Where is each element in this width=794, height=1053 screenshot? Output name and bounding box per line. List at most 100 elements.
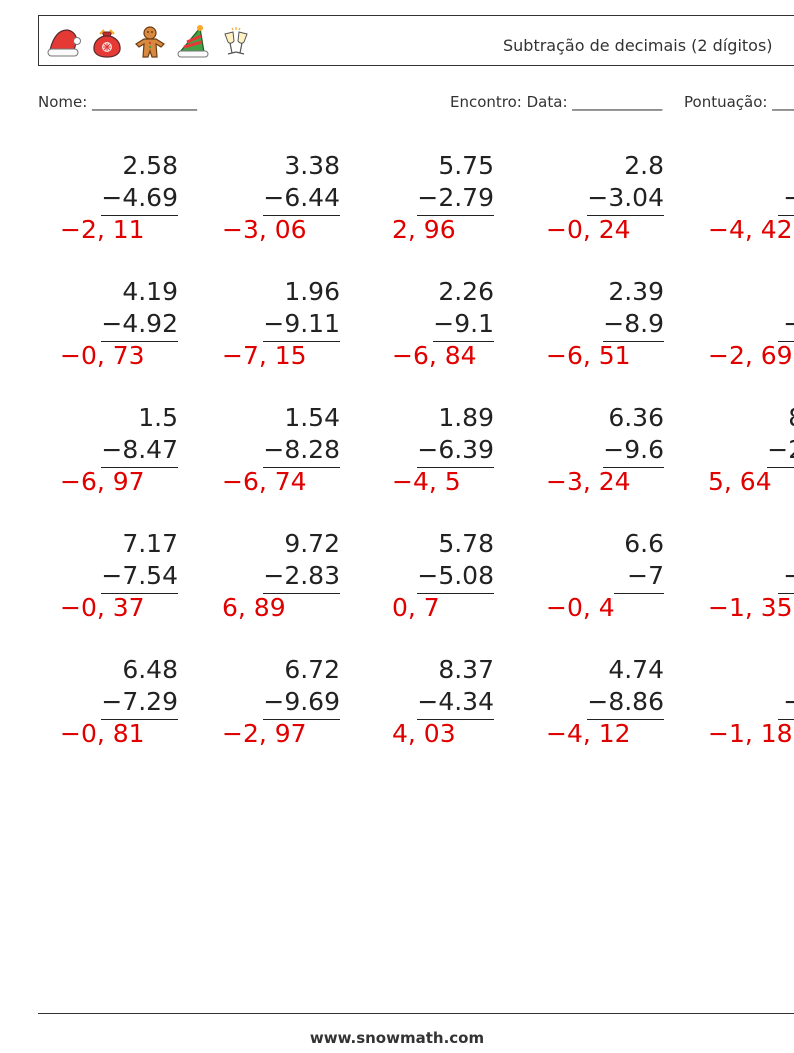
subtrahend: −8.28: [263, 435, 340, 464]
champagne-glasses-icon: [224, 27, 248, 55]
problem-cell: 2.58 −4.69 −2, 11: [28, 151, 178, 271]
minuend: 6.36: [608, 403, 664, 432]
problem-cell: 3.38 −6.44 −3, 06: [190, 151, 340, 271]
minuend: 6.48: [122, 655, 178, 684]
answer: −7, 15: [222, 341, 307, 370]
problem-cell: 7.17 −7.54 −0, 37: [28, 529, 178, 649]
problem-cell: 6.72 −9.69 −2, 97: [190, 655, 340, 775]
answer-line: [417, 719, 494, 720]
answer: 4, 03: [392, 719, 456, 748]
answer: −6, 97: [60, 467, 145, 496]
subtrahend: −8.47: [101, 435, 178, 464]
problem-cell: 8.−9.−1, 18: [678, 655, 794, 775]
date-field-label: Encontro: Data: ____________: [450, 93, 663, 111]
minuend: 8.37: [438, 655, 494, 684]
subtrahend: −7.54: [101, 561, 178, 590]
gingerbread-man-icon: [135, 26, 165, 58]
answer-line: [587, 719, 664, 720]
subtrahend: −4.69: [101, 183, 178, 212]
answer: −0, 73: [60, 341, 145, 370]
problem-cell: 6.36 −9.6 −3, 24: [514, 403, 664, 523]
minuend: 1.5: [138, 403, 178, 432]
problem-cell: 5.75 −2.79 2, 96: [344, 151, 494, 271]
footer-site: www.snowmath.com: [309, 1029, 485, 1047]
header-box: Subtração de decimais (2 dígitos): [38, 15, 794, 66]
answer-line: [263, 719, 340, 720]
subtrahend: −6.: [783, 183, 794, 212]
minuend: 1.89: [438, 403, 494, 432]
answer: −4, 12: [546, 719, 631, 748]
answer-line: [603, 341, 664, 342]
subtrahend: −6.44: [263, 183, 340, 212]
answer: −2, 11: [60, 215, 145, 244]
answer: −2, 69: [708, 341, 793, 370]
minuend: 9.72: [284, 529, 340, 558]
minuend: 8.5: [788, 403, 794, 433]
answer-line: [778, 215, 794, 216]
answer-line: [417, 467, 494, 468]
minuend: 3.38: [284, 151, 340, 180]
minuend: 2.26: [438, 277, 494, 306]
answer: −0, 81: [60, 719, 145, 748]
problem-cell: 6.48 −7.29 −0, 81: [28, 655, 178, 775]
problem-cell: 1.89 −6.39 −4, 5: [344, 403, 494, 523]
problem-cell: 4.74 −8.86 −4, 12: [514, 655, 664, 775]
subtrahend: −9.: [783, 687, 794, 716]
minuend: 1.96: [284, 277, 340, 306]
answer-line: [101, 215, 178, 216]
problem-cell: 6.6 −7 −0, 4: [514, 529, 664, 649]
answer-line: [101, 341, 178, 342]
subtrahend: −4.34: [417, 687, 494, 716]
answer-line: [778, 719, 794, 720]
worksheet-title: Subtração de decimais (2 dígitos): [503, 36, 773, 55]
problem-cell: 1.96 −9.11 −7, 15: [190, 277, 340, 397]
subtrahend: −4.92: [101, 309, 178, 338]
score-field-label: Pontuação: ___: [684, 93, 794, 111]
answer-line: [417, 215, 494, 216]
answer-line: [778, 593, 794, 594]
santa-hat-icon: [47, 29, 81, 57]
problem-cell: 2.−6.−4, 42: [678, 151, 794, 271]
minuend: 4.74: [608, 655, 664, 684]
answer: −3, 06: [222, 215, 307, 244]
answer-line: [417, 593, 494, 594]
footer-divider: [38, 1013, 794, 1014]
answer-line: [101, 593, 178, 594]
problem-cell: 1.54 −8.28 −6, 74: [190, 403, 340, 523]
answer: −1, 35: [708, 593, 793, 622]
answer-line: [433, 341, 494, 342]
answer-line: [603, 467, 664, 468]
gift-sack-icon: [93, 29, 121, 58]
answer-line: [614, 593, 664, 594]
problem-cell: 3.−5.−1, 35: [678, 529, 794, 649]
problem-cell: 2.8 −3.04 −0, 24: [514, 151, 664, 271]
subtrahend: −2.79: [417, 183, 494, 212]
problem-cell: 4.19 −4.92 −0, 73: [28, 277, 178, 397]
minuend: 5.78: [438, 529, 494, 558]
answer: −4, 42: [708, 215, 793, 244]
answer-line: [263, 341, 340, 342]
answer: −1, 18: [708, 719, 793, 748]
answer: 2, 96: [392, 215, 456, 244]
minuend: 1.54: [284, 403, 340, 432]
answer-line: [767, 467, 794, 468]
minuend: 2.8: [624, 151, 664, 180]
problem-cell: 9.72 −2.83 6, 89: [190, 529, 340, 649]
subtrahend: −8.86: [587, 687, 664, 716]
answer: −3, 24: [546, 467, 631, 496]
minuend: 6.72: [284, 655, 340, 684]
subtrahend: −9.1: [433, 309, 494, 338]
answer: −0, 4: [546, 593, 615, 622]
subtrahend: −8.9: [603, 309, 664, 338]
answer-line: [778, 341, 794, 342]
answer: −4, 5: [392, 467, 461, 496]
minuend: 2.39: [608, 277, 664, 306]
answer: −6, 84: [392, 341, 477, 370]
subtrahend: −7: [627, 561, 664, 590]
answer: −0, 24: [546, 215, 631, 244]
minuend: 5.75: [438, 151, 494, 180]
problem-cell: 8.5 −2.8 5, 64: [678, 403, 794, 523]
subtrahend: −3.04: [587, 183, 664, 212]
subtrahend: −7.29: [101, 687, 178, 716]
